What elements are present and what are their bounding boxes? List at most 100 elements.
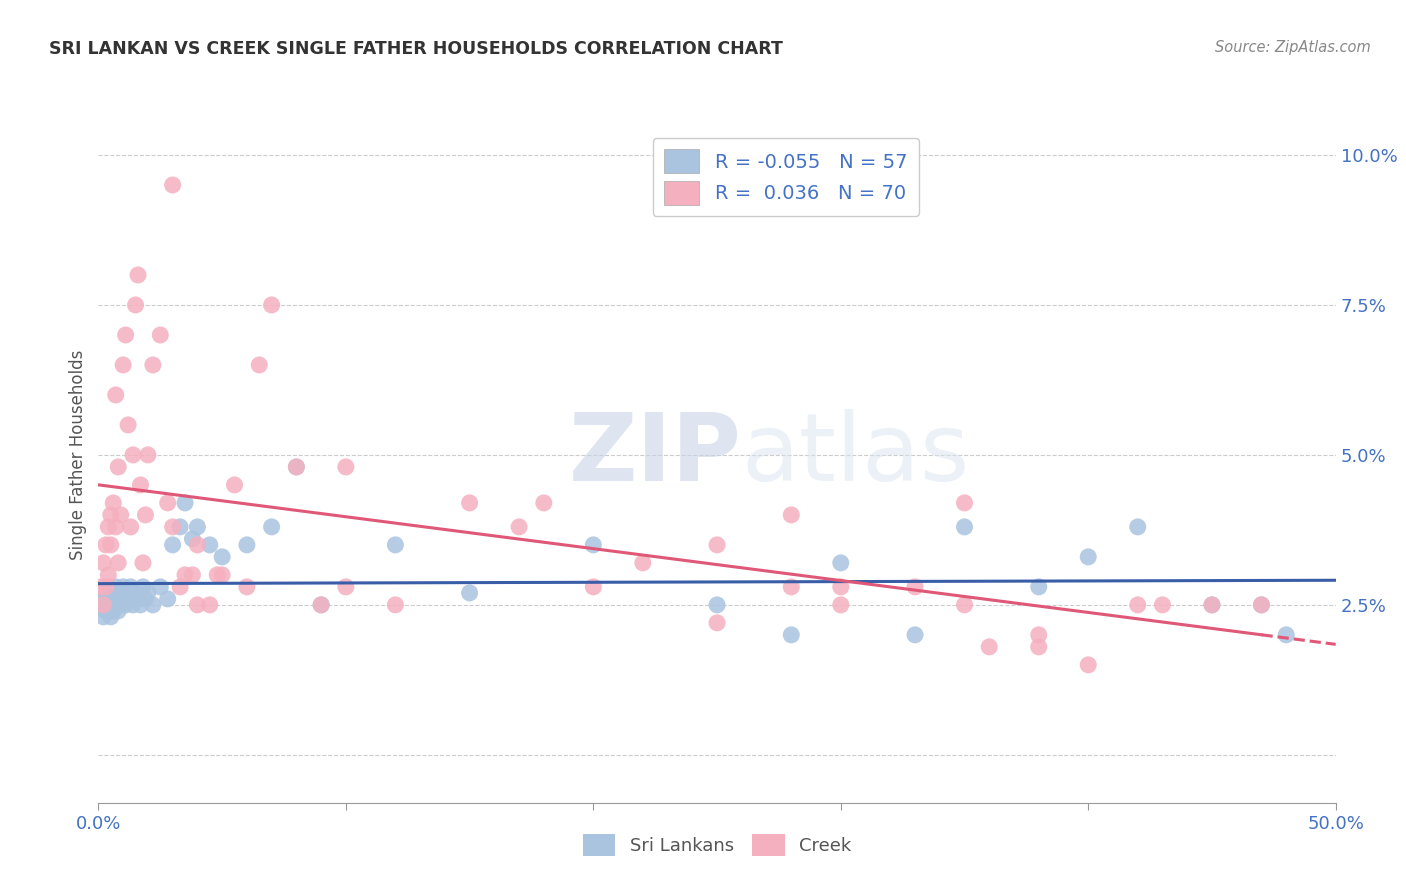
Point <box>149 328 172 343</box>
Point <box>136 586 159 600</box>
Point <box>1152 598 1174 612</box>
Point <box>285 459 308 474</box>
Point <box>260 298 283 312</box>
Point <box>1201 598 1223 612</box>
Point <box>830 580 852 594</box>
Point <box>1077 657 1099 672</box>
Point <box>93 610 115 624</box>
Point <box>335 580 357 594</box>
Point <box>533 496 555 510</box>
Point <box>127 591 149 606</box>
Text: atlas: atlas <box>742 409 970 501</box>
Point <box>94 591 117 606</box>
Point <box>149 580 172 594</box>
Point <box>631 556 654 570</box>
Text: ZIP: ZIP <box>569 409 742 501</box>
Point <box>169 520 191 534</box>
Point <box>107 604 129 618</box>
Point <box>247 358 270 372</box>
Point <box>156 591 179 606</box>
Point <box>162 520 184 534</box>
Point <box>211 549 233 564</box>
Point <box>104 580 127 594</box>
Point <box>186 598 208 612</box>
Point <box>1126 520 1149 534</box>
Point <box>103 496 125 510</box>
Point <box>508 520 530 534</box>
Point <box>335 459 357 474</box>
Point <box>97 580 120 594</box>
Point <box>904 628 927 642</box>
Point <box>1250 598 1272 612</box>
Point <box>582 538 605 552</box>
Legend: Sri Lankans, Creek: Sri Lankans, Creek <box>575 827 859 863</box>
Point <box>114 598 136 612</box>
Point <box>107 591 129 606</box>
Y-axis label: Single Father Households: Single Father Households <box>69 350 87 560</box>
Text: Source: ZipAtlas.com: Source: ZipAtlas.com <box>1215 40 1371 55</box>
Point <box>112 358 135 372</box>
Point <box>90 598 112 612</box>
Point <box>114 328 136 343</box>
Point <box>117 417 139 432</box>
Point <box>706 615 728 630</box>
Point <box>979 640 1001 654</box>
Point <box>90 580 112 594</box>
Point <box>458 586 481 600</box>
Point <box>706 598 728 612</box>
Point <box>1126 598 1149 612</box>
Point <box>236 538 259 552</box>
Point <box>260 520 283 534</box>
Point <box>181 567 204 582</box>
Point <box>830 598 852 612</box>
Point <box>1275 628 1298 642</box>
Text: SRI LANKAN VS CREEK SINGLE FATHER HOUSEHOLDS CORRELATION CHART: SRI LANKAN VS CREEK SINGLE FATHER HOUSEH… <box>49 40 783 58</box>
Point <box>124 586 146 600</box>
Point <box>129 478 152 492</box>
Point <box>953 496 976 510</box>
Point <box>94 538 117 552</box>
Point <box>132 556 155 570</box>
Point <box>104 598 127 612</box>
Point <box>100 610 122 624</box>
Point <box>309 598 332 612</box>
Point <box>97 567 120 582</box>
Point <box>181 532 204 546</box>
Point <box>136 448 159 462</box>
Point <box>904 580 927 594</box>
Point <box>384 598 406 612</box>
Point <box>100 538 122 552</box>
Point <box>104 388 127 402</box>
Point <box>142 358 165 372</box>
Point <box>110 508 132 522</box>
Point <box>134 591 156 606</box>
Point <box>582 580 605 594</box>
Point <box>110 598 132 612</box>
Point <box>780 508 803 522</box>
Point <box>142 598 165 612</box>
Point <box>205 567 228 582</box>
Point <box>1250 598 1272 612</box>
Point <box>100 591 122 606</box>
Point <box>953 598 976 612</box>
Point <box>174 496 197 510</box>
Point <box>134 508 156 522</box>
Point <box>1028 640 1050 654</box>
Point <box>162 538 184 552</box>
Point <box>1201 598 1223 612</box>
Point <box>169 580 191 594</box>
Point <box>117 591 139 606</box>
Point <box>132 580 155 594</box>
Point <box>122 598 145 612</box>
Point <box>780 628 803 642</box>
Point <box>156 496 179 510</box>
Point <box>124 298 146 312</box>
Point <box>384 538 406 552</box>
Point <box>94 604 117 618</box>
Point <box>224 478 246 492</box>
Point <box>198 538 221 552</box>
Point <box>162 178 184 192</box>
Point <box>198 598 221 612</box>
Point <box>458 496 481 510</box>
Point <box>186 520 208 534</box>
